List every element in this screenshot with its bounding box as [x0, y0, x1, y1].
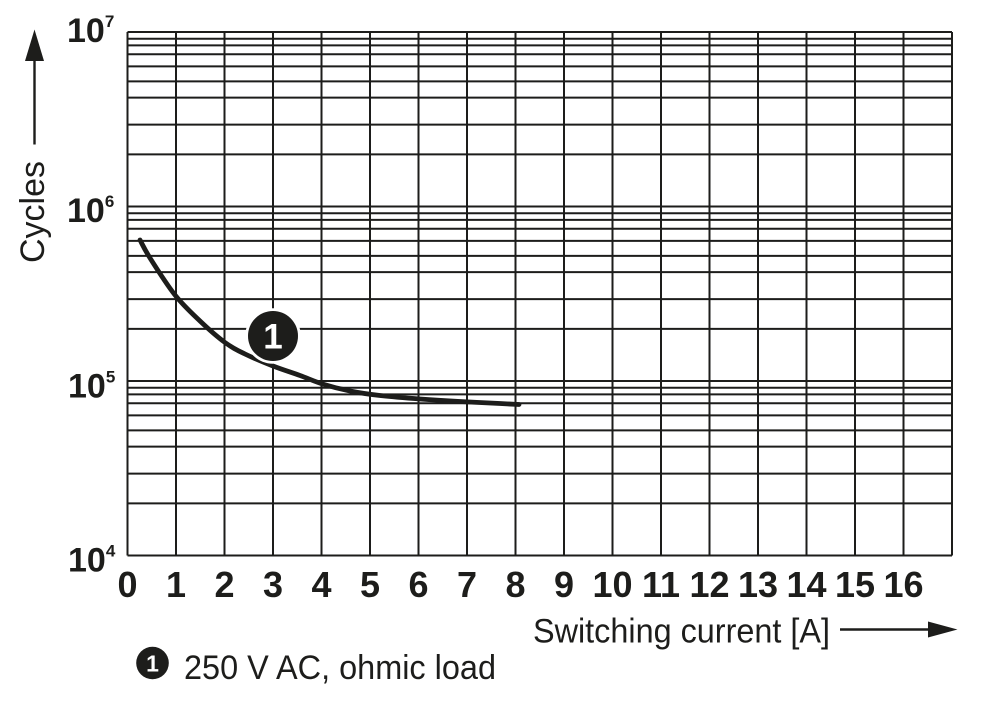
svg-text:14: 14 [786, 564, 826, 605]
svg-text:15: 15 [835, 564, 875, 605]
svg-text:2: 2 [214, 564, 234, 605]
svg-text:3: 3 [263, 564, 283, 605]
svg-text:13: 13 [738, 564, 778, 605]
svg-text:Switching current [A]: Switching current [A] [533, 613, 830, 651]
svg-text:12: 12 [689, 564, 729, 605]
svg-text:16: 16 [883, 564, 923, 605]
svg-text:6: 6 [408, 564, 428, 605]
svg-text:11: 11 [642, 564, 680, 605]
svg-text:9: 9 [554, 564, 574, 605]
svg-text:250 V AC, ohmic load: 250 V AC, ohmic load [184, 649, 496, 687]
svg-text:10: 10 [592, 564, 632, 605]
svg-text:8: 8 [505, 564, 525, 605]
svg-text:0: 0 [117, 564, 137, 605]
svg-text:1: 1 [166, 564, 186, 605]
svg-text:1: 1 [263, 318, 282, 357]
svg-text:4: 4 [311, 564, 331, 605]
svg-text:Cycles: Cycles [14, 161, 52, 263]
svg-text:5: 5 [360, 564, 380, 605]
svg-text:1: 1 [146, 651, 159, 677]
svg-text:7: 7 [457, 564, 477, 605]
